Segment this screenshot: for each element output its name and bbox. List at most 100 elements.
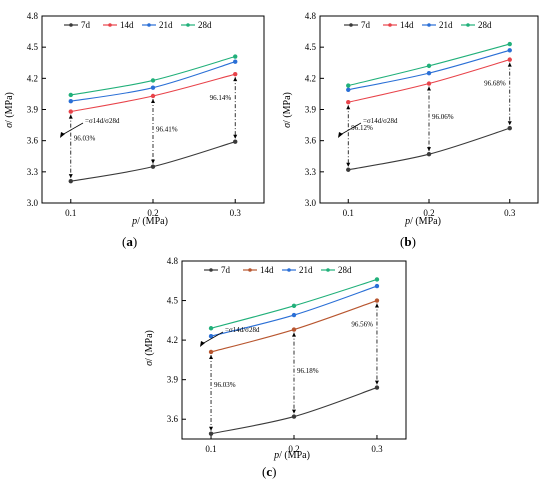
chart-panel-c: 3.6 3.9 4.2 4.5 4.8 0.1 0.2 0.3 p/ (MPa) σ/ (MPa)… (140, 248, 415, 462)
data-point-7d (507, 126, 512, 131)
data-point-14d (150, 93, 156, 99)
legend-swatch-marker (147, 23, 151, 27)
legend-swatch-marker (209, 268, 213, 272)
x-axis-unit: / (MPa) (410, 216, 441, 227)
data-point-21d (233, 59, 238, 64)
chart-panel-b: 3.0 3.3 3.6 3.9 4.2 4.5 4.8 0.1 0.2 0.3 p/ (MPa) σ/… (278, 0, 550, 230)
legend-swatch-marker (466, 23, 470, 27)
ratio-pointer-line (201, 331, 224, 345)
legend-swatch-marker (388, 23, 392, 27)
ratio-arrow-head-up (233, 77, 238, 82)
x-tick-label: 0.3 (230, 208, 242, 218)
data-point-14d (233, 71, 238, 77)
data-point-21d (346, 87, 351, 92)
y-axis-unit: / (MPa) (144, 330, 155, 361)
data-point-7d (346, 167, 351, 172)
legend-label: 14d (260, 265, 274, 275)
data-point-14d (291, 327, 297, 332)
data-point-28d (291, 303, 297, 309)
y-tick-label: 3.3 (305, 167, 317, 177)
ratio-pointer-head (60, 132, 65, 138)
x-tick-label: 0.3 (371, 444, 383, 454)
ratio-arrow-head-up (346, 105, 351, 110)
panel-label-b-letter: b (404, 234, 412, 249)
y-tick-label: 3.9 (305, 105, 317, 115)
x-tick-label: 0.2 (147, 208, 158, 218)
y-axis-label: σ/ (MPa) (4, 92, 15, 128)
ratio-percent-label: 96.56% (351, 321, 373, 329)
data-point-21d (208, 333, 214, 339)
y-axis-unit: / (MPa) (4, 92, 15, 123)
y-tick-label: 4.8 (27, 11, 39, 21)
legend-label: 7d (81, 20, 91, 30)
ratio-pointer-line (61, 122, 84, 136)
ratio-percent-label: 96.03% (74, 134, 96, 142)
legend-label: 28d (478, 20, 492, 30)
data-point-14d (208, 349, 214, 355)
legend-label: 21d (439, 20, 453, 30)
data-point-21d (507, 48, 512, 53)
x-axis-label: p/ (MPa) (404, 216, 441, 227)
y-tick-label: 4.5 (305, 42, 317, 52)
legend-swatch-marker (69, 23, 73, 27)
y-axis-symbol: σ (4, 122, 15, 128)
legend-label: 21d (299, 265, 313, 275)
ratio-percent-label: 96.12% (351, 124, 373, 132)
legend-swatch-marker (287, 268, 291, 272)
y-tick-label: 4.2 (305, 73, 316, 83)
y-tick-label: 4.5 (167, 296, 179, 306)
data-point-7d (291, 414, 297, 419)
ratio-definition-label: =σ14d/σ28d (363, 117, 398, 125)
y-axis-unit: / (MPa) (282, 92, 293, 123)
panel-label-a: (a) (122, 234, 138, 249)
panel-label-c: (c) (262, 464, 277, 479)
x-axis-symbol: p (404, 216, 410, 227)
legend-swatch-marker (349, 23, 353, 27)
x-axis-label: p/ (MPa) (131, 216, 168, 227)
ratio-arrow-head-up (507, 62, 512, 67)
ratio-arrow-head-down (209, 426, 214, 431)
y-axis-label: σ/ (MPa) (144, 330, 155, 366)
data-point-14d (346, 100, 351, 105)
legend-swatch-marker (248, 268, 252, 272)
y-tick-label: 3.3 (27, 167, 39, 177)
data-point-28d (208, 326, 214, 331)
data-point-21d (374, 283, 380, 289)
legend-label: 28d (198, 20, 212, 30)
ratio-arrow-head-down (233, 134, 238, 139)
y-tick-label: 3.6 (305, 136, 317, 146)
ratio-arrow-head-down (427, 147, 431, 152)
legend-swatch-marker (326, 268, 330, 272)
ratio-arrow-head-down (68, 174, 73, 179)
data-point-7d (208, 431, 214, 436)
legend-label: 28d (338, 265, 352, 275)
data-point-7d (150, 164, 156, 169)
ratio-percent-label: 96.18% (297, 367, 319, 375)
ratio-pointer-head (338, 132, 343, 138)
y-axis-symbol: σ (144, 360, 155, 366)
data-point-21d (291, 312, 297, 318)
x-axis-unit: / (MPa) (137, 216, 168, 227)
data-point-28d (374, 277, 380, 282)
legend-swatch-marker (108, 23, 112, 27)
data-point-7d (374, 385, 380, 390)
y-axis-symbol: σ (282, 122, 293, 128)
legend-swatch-marker (186, 23, 190, 27)
ratio-pointer-head (200, 341, 205, 347)
ratio-percent-label: 96.03% (214, 381, 236, 389)
x-tick-label: 0.3 (504, 208, 516, 218)
chart-panel-a: 3.0 3.3 3.6 3.9 4.2 4.5 4.8 0.1 0.2 0.3 p/ (MPa) σ/… (0, 0, 275, 230)
ratio-pointer-line (339, 122, 362, 136)
ratio-arrow-head-down (151, 159, 155, 164)
x-tick-label: 0.1 (65, 208, 76, 218)
y-tick-label: 3.6 (167, 414, 179, 424)
ratio-arrow-head-down (507, 121, 512, 126)
ratio-arrow-head-up (209, 354, 214, 359)
ratio-arrow-head-up (68, 114, 73, 119)
panel-label-c-letter: c (266, 464, 273, 479)
data-point-21d (426, 70, 432, 76)
data-point-14d (426, 81, 432, 86)
y-tick-label: 4.2 (167, 335, 178, 345)
plot-frame (319, 15, 539, 204)
y-tick-label: 3.9 (27, 105, 39, 115)
